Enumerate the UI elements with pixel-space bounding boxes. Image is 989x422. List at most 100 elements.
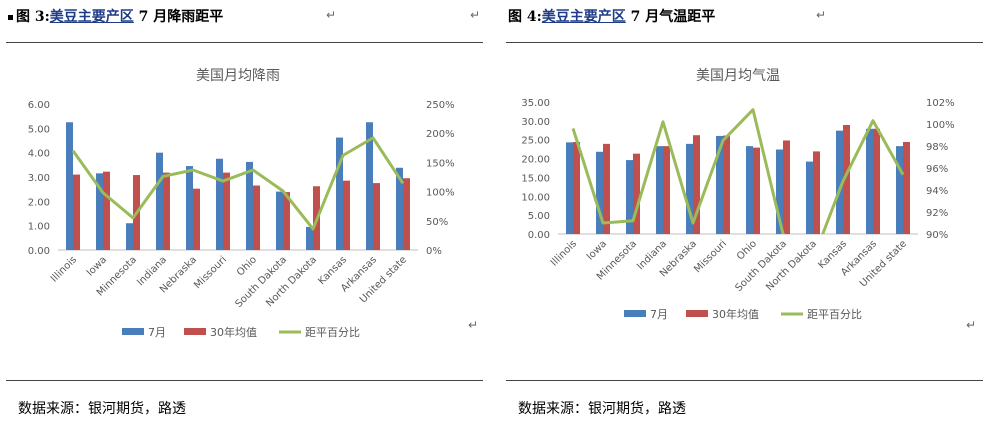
bar-avg30 <box>343 180 350 250</box>
bar-july <box>336 137 343 250</box>
x-tick-label: Iowa <box>85 254 109 278</box>
bar-avg30 <box>193 188 200 250</box>
bar-july <box>306 226 313 250</box>
bar-avg30 <box>903 141 910 234</box>
y-left-tick-label: 1.00 <box>28 222 50 233</box>
y-left-tick-label: 5.00 <box>528 211 550 222</box>
bar-avg30 <box>573 141 580 234</box>
figure-panel-rainfall: 图 3:美豆主要产区 7 月降雨距平 ↵ ↵ 美国月均降雨 0.00 1.00 2.0… <box>0 0 489 422</box>
bar-avg30 <box>403 178 410 250</box>
legend-label: 30年均值 <box>712 307 759 321</box>
bar-july <box>246 161 253 250</box>
bar-avg30 <box>163 172 170 250</box>
bar-july <box>896 146 903 234</box>
bar-july <box>716 135 723 234</box>
bar-july <box>276 191 283 250</box>
y-right-tick-label: 0% <box>426 246 442 257</box>
y-right-tick-label: 150% <box>426 158 455 169</box>
x-tick-label: Missouri <box>692 238 729 275</box>
bar-avg30 <box>843 125 850 234</box>
bar-avg30 <box>633 153 640 234</box>
y-left-tick-label: 30.00 <box>521 117 550 128</box>
y-right-tick-label: 50% <box>426 217 448 228</box>
bar-july <box>66 122 73 250</box>
y-right-tick-label: 90% <box>926 230 948 241</box>
bar-avg30 <box>783 140 790 234</box>
y-left-tick-label: 35.00 <box>521 98 550 109</box>
y-left-tick-label: 15.00 <box>521 173 550 184</box>
bottom-rule <box>506 380 983 381</box>
y-right-tick-label: 250% <box>426 100 455 111</box>
bar-avg30 <box>283 192 290 250</box>
figure-caption: 7 月降雨距平 <box>133 9 224 25</box>
figure-panel-temperature: 图 4:美豆主要产区 7 月气温距平 ↵ 美国月均气温 0.00 5.00 10.00… <box>500 0 989 422</box>
bullet-icon <box>8 14 13 20</box>
x-tick-label: Illinois <box>549 238 579 268</box>
data-source: 数据来源：银河期货，路透 <box>518 401 686 417</box>
bar-avg30 <box>103 171 110 250</box>
line-anomaly-percent <box>571 108 905 234</box>
rainfall-chart: 美国月均降雨 0.00 1.00 2.00 3.00 4.00 5.00 6.00 0% 50% 1… <box>28 68 455 339</box>
legend-swatch <box>184 328 206 335</box>
x-tick-label: Ohio <box>735 238 759 262</box>
bar-july <box>656 146 663 234</box>
legend-swatch <box>624 310 646 317</box>
y-right-tick-label: 200% <box>426 129 455 140</box>
bar-july <box>96 173 103 250</box>
y-left-tick-label: 4.00 <box>28 149 50 160</box>
x-tick-label: Illinois <box>49 254 79 284</box>
data-source: 数据来源：银河期货，路透 <box>18 401 186 417</box>
legend-swatch <box>122 328 144 335</box>
y-left-tick-label: 2.00 <box>28 197 50 208</box>
bar-july <box>596 151 603 234</box>
bar-avg30 <box>753 147 760 234</box>
y-right-tick-label: 94% <box>926 186 948 197</box>
paragraph-mark-icon: ↵ <box>966 318 977 332</box>
y-right-tick-label: 92% <box>926 208 948 219</box>
y-left-tick-label: 5.00 <box>28 124 50 135</box>
figure-topic[interactable]: 美豆主要产区 <box>541 9 626 25</box>
line-anomaly-percent <box>71 136 405 231</box>
y-left-tick-label: 20.00 <box>521 155 550 166</box>
bar-avg30 <box>603 143 610 234</box>
paragraph-mark-icon: ↵ <box>470 8 481 22</box>
legend-label: 距平百分比 <box>305 326 360 339</box>
bar-july <box>686 143 693 234</box>
bar-july <box>806 161 813 234</box>
bar-july <box>866 128 873 234</box>
y-left-tick-label: 0.00 <box>28 246 50 257</box>
bar-avg30 <box>693 135 700 234</box>
bar-avg30 <box>723 135 730 234</box>
bar-avg30 <box>873 128 880 234</box>
figure-title: 图 3:美豆主要产区 7 月降雨距平 <box>8 6 223 26</box>
y-right-tick-label: 102% <box>926 98 955 109</box>
legend-label: 7月 <box>148 326 166 339</box>
chart-title: 美国月均气温 <box>696 68 780 84</box>
temperature-chart: 美国月均气温 0.00 5.00 10.00 15.00 20.00 25.00 30.00 3… <box>521 68 955 321</box>
y-left-tick-label: 10.00 <box>521 192 550 203</box>
bar-avg30 <box>73 174 80 250</box>
figure-number: 图 3: <box>16 9 50 25</box>
x-tick-label: Iowa <box>585 238 609 262</box>
y-left-tick-label: 3.00 <box>28 173 50 184</box>
bar-avg30 <box>663 146 670 234</box>
paragraph-mark-icon: ↵ <box>816 8 827 22</box>
bar-july <box>626 160 633 234</box>
y-right-tick-label: 100% <box>926 120 955 131</box>
paragraph-mark-icon: ↵ <box>468 318 479 332</box>
bar-july <box>366 122 373 250</box>
bar-avg30 <box>373 183 380 250</box>
bar-july <box>836 130 843 234</box>
legend-label: 距平百分比 <box>807 308 862 321</box>
figure-caption: 7 月气温距平 <box>625 9 716 25</box>
top-rule <box>6 42 483 43</box>
bar-avg30 <box>813 151 820 234</box>
bar-avg30 <box>253 185 260 250</box>
bar-july <box>746 146 753 234</box>
legend-swatch <box>686 310 708 317</box>
y-right-tick-label: 100% <box>426 188 455 199</box>
figure-topic[interactable]: 美豆主要产区 <box>49 9 134 25</box>
y-left-tick-label: 25.00 <box>521 136 550 147</box>
bar-july <box>186 166 193 250</box>
bar-july <box>566 142 573 234</box>
